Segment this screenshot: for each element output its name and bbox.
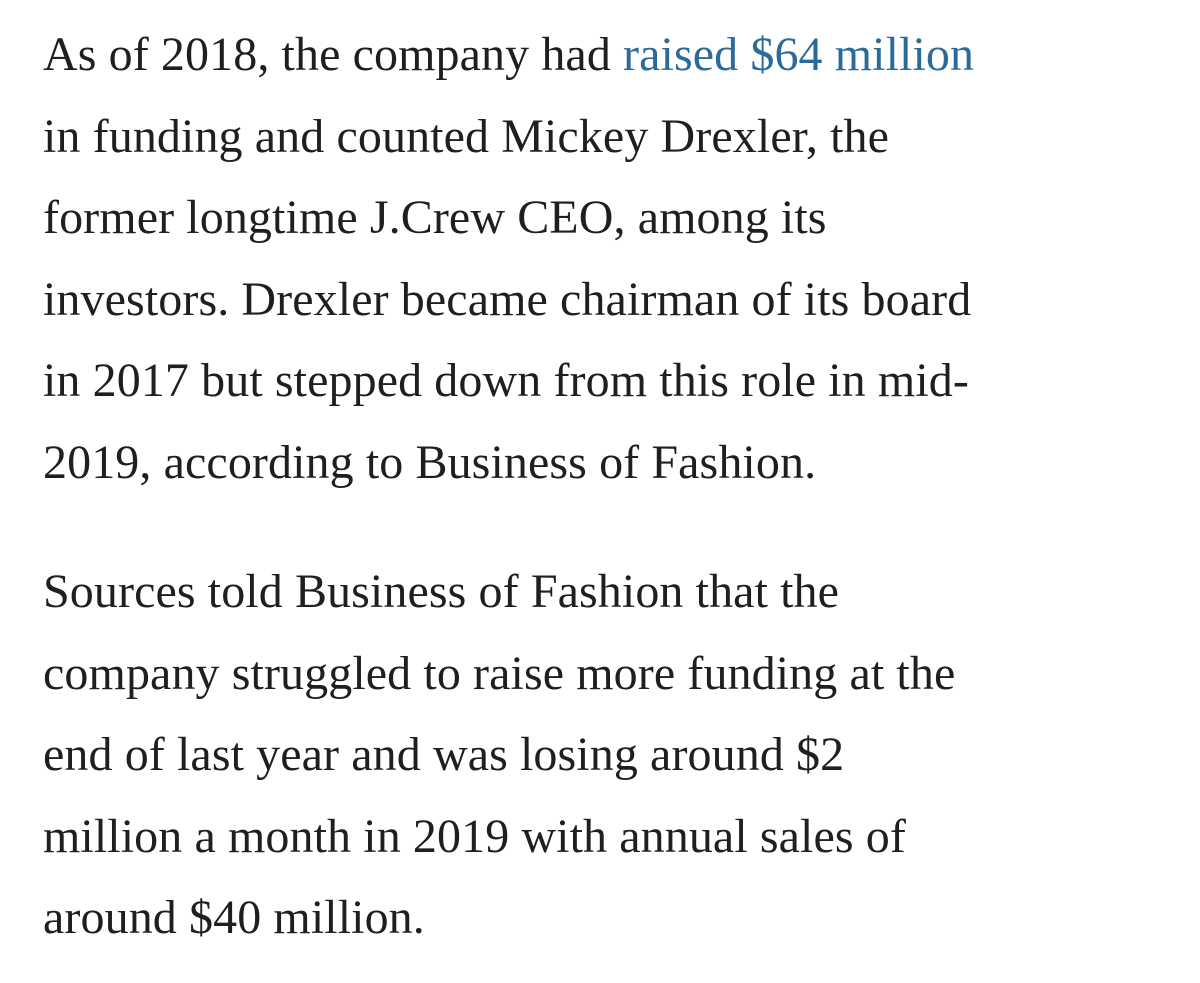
text-line: 2019, according to Business of Fashion. [43,435,817,489]
text-line: company struggled to raise more funding … [43,646,956,700]
text-line: around $40 million. [43,891,425,945]
paragraph-funding: As of 2018, the company had raised $64 m… [43,14,974,504]
text-line: investors. Drexler became chairman of it… [43,272,972,326]
text-line: former longtime J.Crew CEO, among its [43,191,827,245]
text-line: Sources told Business of Fashion that th… [43,565,840,618]
text-line: As of 2018, the company had raised $64 m… [43,14,974,96]
text-line: million a month in 2019 with annual sale… [43,809,906,863]
raised-64-million-link[interactable]: raised $64 million [623,28,975,81]
text-line: in 2017 but stepped down from this role … [43,354,969,408]
text-span: As of 2018, the company had [43,28,624,81]
paragraph-sources: Sources told Business of Fashion that th… [43,551,955,959]
text-line: in funding and counted Mickey Drexler, t… [43,109,890,163]
text-line: end of last year and was losing around $… [43,728,845,782]
